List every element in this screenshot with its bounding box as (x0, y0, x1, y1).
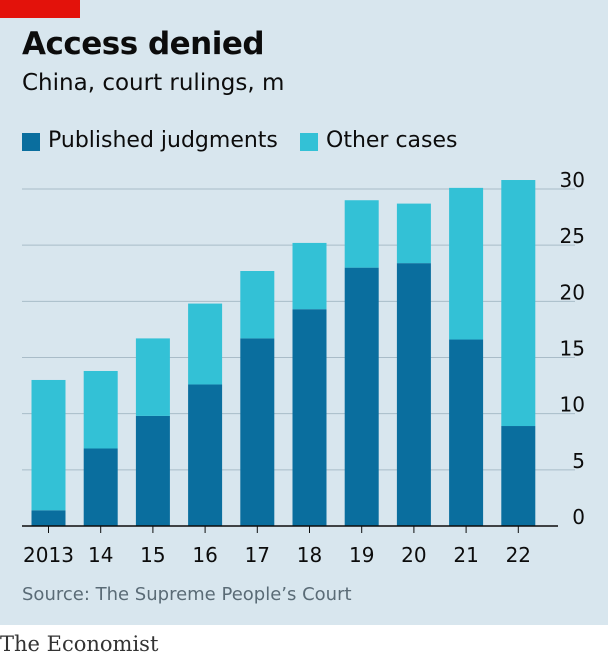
legend-label-published: Published judgments (48, 128, 278, 153)
x-tick-label: 21 (453, 543, 478, 567)
legend-swatch-other (300, 133, 318, 151)
bar-published (83, 448, 118, 526)
bar-published (31, 510, 66, 526)
y-tick-label: 20 (560, 280, 585, 304)
bar-other (396, 203, 431, 264)
bar-other (240, 271, 275, 339)
y-tick-label: 10 (560, 393, 585, 417)
stacked-bar-chart: 0 5 10 15 20 25 30 2013 14 15 16 17 18 19 20 21 22 (22, 168, 585, 567)
y-tick-label: 25 (560, 224, 585, 248)
x-tick-label: 22 (506, 543, 531, 567)
bars (31, 180, 536, 526)
legend-label-other: Other cases (326, 128, 458, 153)
x-tick-label: 20 (401, 543, 426, 567)
x-tick-label: 15 (140, 543, 165, 567)
x-tick-label: 19 (349, 543, 374, 567)
bar-other (449, 187, 484, 340)
legend-swatch-published (22, 133, 40, 151)
y-tick-label: 0 (572, 505, 585, 529)
source-note: Source: The Supreme People’s Court (22, 584, 352, 605)
brand-wordmark: The Economist (0, 632, 159, 656)
bar-published (501, 426, 536, 526)
chart-subtitle: China, court rulings, m (22, 70, 285, 96)
bar-published (135, 415, 170, 526)
bar-published (292, 309, 327, 526)
brand-red-tag (0, 0, 80, 18)
axes: 0 5 10 15 20 25 30 2013 14 15 16 17 18 19 20 21 22 (22, 168, 585, 567)
x-tick-label: 2013 (23, 543, 74, 567)
x-tick-label: 14 (88, 543, 113, 567)
bar-other (501, 180, 536, 427)
bar-published (344, 267, 379, 526)
bar-published (240, 338, 275, 526)
x-tick-label: 17 (245, 543, 270, 567)
bar-other (292, 242, 327, 310)
bar-other (344, 200, 379, 268)
bar-other (83, 370, 118, 449)
bar-other (31, 379, 66, 511)
y-tick-label: 30 (560, 168, 585, 192)
y-tick-label: 15 (560, 337, 585, 361)
chart-title: Access denied (22, 26, 265, 62)
bar-other (135, 338, 170, 416)
bar-published (449, 339, 484, 526)
bar-other (188, 303, 223, 385)
bar-published (396, 263, 431, 526)
x-tick-label: 16 (192, 543, 217, 567)
y-tick-label: 5 (572, 449, 585, 473)
bar-published (188, 384, 223, 526)
x-tick-label: 18 (297, 543, 322, 567)
